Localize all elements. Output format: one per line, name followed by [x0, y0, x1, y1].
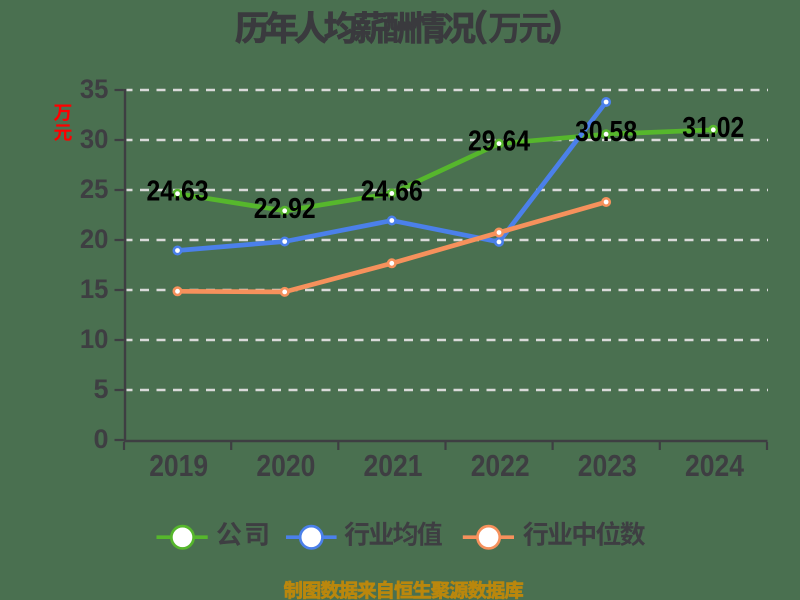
svg-text:31.02: 31.02 — [682, 111, 744, 143]
svg-text:15: 15 — [80, 274, 109, 304]
svg-text:2019: 2019 — [149, 449, 208, 483]
svg-text:24.63: 24.63 — [147, 175, 209, 207]
svg-text:2021: 2021 — [364, 449, 423, 483]
svg-text:29.64: 29.64 — [468, 125, 530, 157]
svg-text:5: 5 — [93, 374, 108, 404]
svg-text:22.92: 22.92 — [254, 192, 316, 224]
svg-text:2023: 2023 — [578, 449, 637, 483]
svg-text:30: 30 — [80, 124, 109, 154]
svg-text:2024: 2024 — [685, 449, 744, 483]
svg-text:30.58: 30.58 — [575, 115, 637, 147]
svg-text:25: 25 — [80, 174, 109, 204]
svg-text:2020: 2020 — [256, 449, 315, 483]
svg-text:0: 0 — [93, 424, 108, 454]
svg-text:20: 20 — [80, 224, 109, 254]
svg-text:35: 35 — [80, 74, 109, 104]
svg-text:24.66: 24.66 — [361, 174, 423, 206]
svg-text:2022: 2022 — [471, 449, 530, 483]
svg-text:10: 10 — [80, 324, 109, 354]
